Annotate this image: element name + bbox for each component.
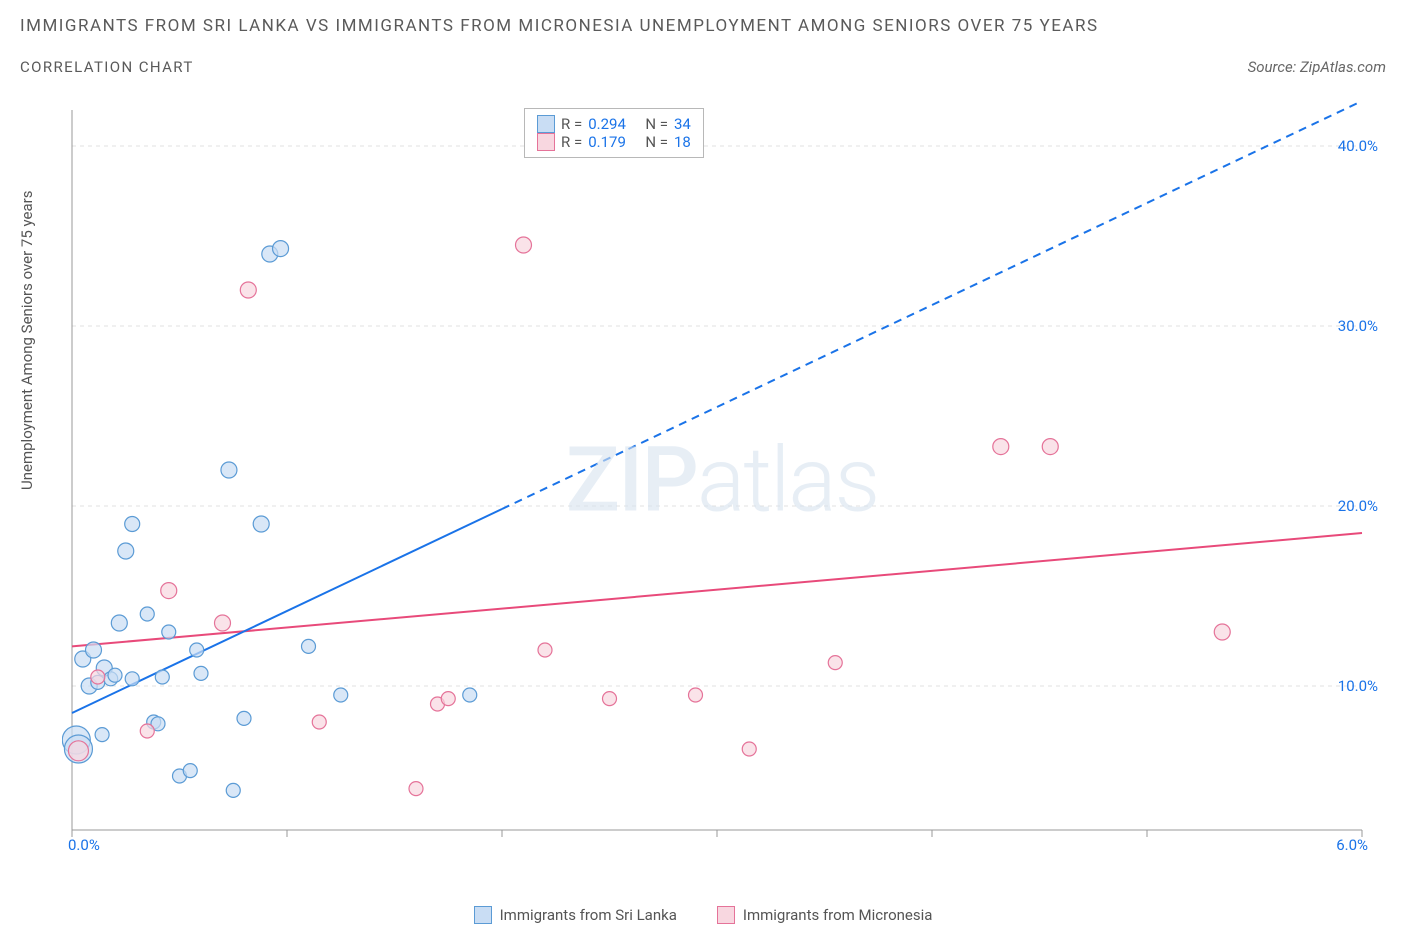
y-tick-label: 40.0% [1338,137,1378,155]
legend-item: Immigrants from Micronesia [717,906,933,924]
y-tick-label: 30.0% [1338,317,1378,335]
legend-label: Immigrants from Sri Lanka [500,906,677,924]
stat-n-label: N = [645,133,668,151]
y-tick-label: 20.0% [1338,497,1378,515]
y-axis-label: Unemployment Among Seniors over 75 years [18,191,36,490]
legend-swatch-icon [474,906,492,924]
correlation-stats-box: R = 0.294 N = 34R = 0.179 N = 18 [524,108,704,158]
legend-swatch-icon [717,906,735,924]
scatter-chart [62,100,1382,860]
stat-n-value: 34 [674,115,691,133]
legend-swatch-icon [537,133,555,151]
x-axis-max-label: 6.0% [1336,836,1368,854]
stats-row: R = 0.294 N = 34 [537,115,691,133]
title-line1: IMMIGRANTS FROM SRI LANKA VS IMMIGRANTS … [20,16,1386,36]
stat-r-label: R = [561,115,582,133]
stat-n-label: N = [645,115,668,133]
title-line2: CORRELATION CHART [20,58,194,76]
bottom-legend: Immigrants from Sri Lanka Immigrants from… [0,906,1406,924]
legend-swatch-icon [537,115,555,133]
source-label: Source: ZipAtlas.com [1248,58,1386,76]
x-axis-min-label: 0.0% [68,836,100,854]
stat-r-label: R = [561,133,582,151]
stats-row: R = 0.179 N = 18 [537,133,691,151]
chart-container: ZIPatlas 10.0%20.0%30.0%40.0% R = 0.294 … [62,100,1382,860]
legend-label: Immigrants from Micronesia [743,906,933,924]
stat-n-value: 18 [674,133,691,151]
stat-r-value: 0.294 [588,115,626,133]
y-tick-label: 10.0% [1338,677,1378,695]
legend-item: Immigrants from Sri Lanka [474,906,677,924]
stat-r-value: 0.179 [588,133,626,151]
